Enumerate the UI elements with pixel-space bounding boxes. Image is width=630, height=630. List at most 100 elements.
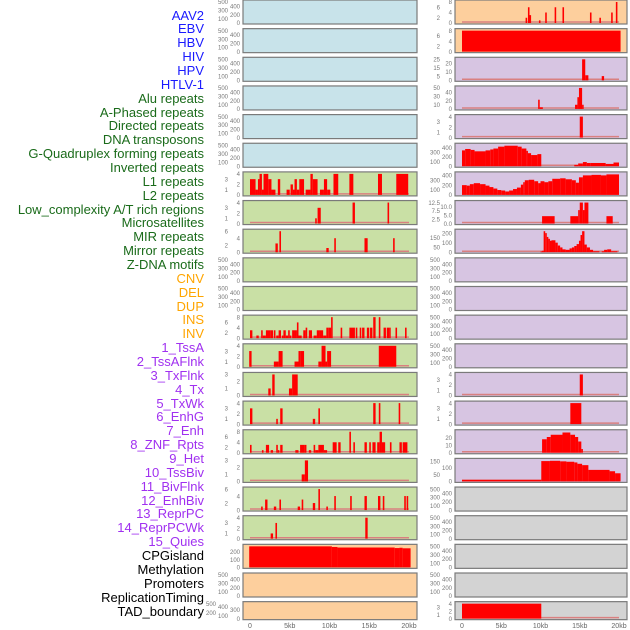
y-tick-label: 0 (449, 193, 453, 199)
bar (462, 150, 466, 167)
bar (526, 150, 528, 167)
panel-background (454, 314, 628, 340)
y-tick-label: 100 (430, 504, 441, 510)
bar (352, 202, 355, 224)
bar (582, 210, 585, 224)
y-tick-label: 400 (442, 520, 453, 526)
panel-background (242, 515, 418, 541)
bar (615, 473, 621, 482)
bar (585, 75, 589, 81)
bar (569, 248, 572, 253)
bar (313, 335, 317, 339)
y-tick-label: 100 (430, 304, 441, 310)
y-tick-label: 0 (237, 508, 241, 514)
bar (539, 107, 543, 109)
y-tick-label: 400 (230, 577, 241, 583)
bar (300, 444, 305, 453)
bar (493, 148, 499, 167)
row-label: Mirror repeats (123, 243, 204, 259)
y-tick-label: 0 (449, 50, 453, 56)
bar (327, 351, 332, 367)
y-tick-label: 8 (449, 0, 453, 6)
y-tick-label: 400 (218, 605, 229, 611)
y-tick-label: 20 (445, 436, 452, 442)
bar (299, 179, 305, 195)
y-tick-label: 0 (449, 451, 453, 457)
bar (546, 437, 551, 453)
panel-background (242, 56, 418, 82)
y-tick-label: 300 (430, 266, 441, 272)
bar (574, 462, 578, 482)
y-tick-label: 0 (237, 250, 241, 256)
bar (277, 179, 281, 195)
bar (613, 162, 619, 167)
y-tick-label: 400 (230, 119, 241, 125)
row-label: Directed repeats (108, 118, 204, 134)
row-label: HIV (182, 49, 204, 65)
y-tick-label: 0 (237, 164, 241, 170)
bar (270, 450, 274, 453)
row-label: 9_Het (169, 451, 204, 467)
bar (323, 335, 327, 339)
bar (378, 403, 381, 425)
y-tick-label: 500 (218, 258, 229, 264)
bar (516, 187, 521, 195)
bar (318, 408, 320, 425)
bar (541, 461, 550, 482)
bar (272, 374, 275, 396)
bar (562, 432, 571, 453)
bar (582, 231, 585, 253)
y-tick-label: 300 (430, 582, 441, 588)
bar (305, 327, 308, 339)
bar (386, 327, 390, 339)
y-tick-label: 400 (230, 4, 241, 10)
bar (255, 189, 258, 195)
bar (295, 450, 299, 453)
bar (249, 351, 252, 367)
y-tick-label: 200 (442, 586, 453, 592)
row-label: INS (182, 312, 204, 328)
y-tick-label: 20 (445, 99, 452, 105)
bar (265, 499, 268, 511)
panel-background (454, 515, 628, 541)
bar (259, 173, 262, 195)
bar (470, 149, 475, 167)
y-tick-label: 0 (237, 617, 241, 623)
bar (485, 150, 491, 167)
bar (305, 189, 311, 195)
bar (325, 361, 328, 367)
bar (584, 202, 589, 224)
row-label: 3_TxFlnk (150, 367, 204, 383)
bar (524, 180, 529, 195)
y-tick-label: 200 (230, 299, 241, 305)
y-tick-label: 500 (218, 115, 229, 121)
bar (301, 499, 304, 511)
bar (296, 322, 299, 339)
row-label: DEL (178, 284, 204, 300)
y-tick-label: 2 (237, 183, 241, 189)
bar (474, 151, 486, 167)
bar (300, 351, 305, 367)
bar (606, 216, 613, 224)
y-tick-label: 200 (230, 586, 241, 592)
y-tick-label: 400 (442, 491, 453, 497)
bar (373, 403, 376, 425)
bar (538, 99, 540, 109)
bar (611, 12, 613, 23)
row-label: AAV2 (171, 7, 204, 23)
panel-background (242, 85, 418, 111)
bar (326, 506, 328, 511)
bar (318, 444, 324, 453)
bar (527, 153, 532, 167)
bar (261, 330, 263, 339)
bar (555, 242, 558, 253)
bar (276, 418, 278, 425)
y-tick-label: 2 (237, 412, 241, 418)
y-tick-label: 0 (237, 365, 241, 371)
bar (326, 248, 329, 253)
bar (273, 330, 276, 339)
bar (310, 173, 313, 195)
y-tick-label: 200 (230, 41, 241, 47)
y-tick-label: 0 (237, 594, 241, 600)
bar (250, 408, 253, 425)
